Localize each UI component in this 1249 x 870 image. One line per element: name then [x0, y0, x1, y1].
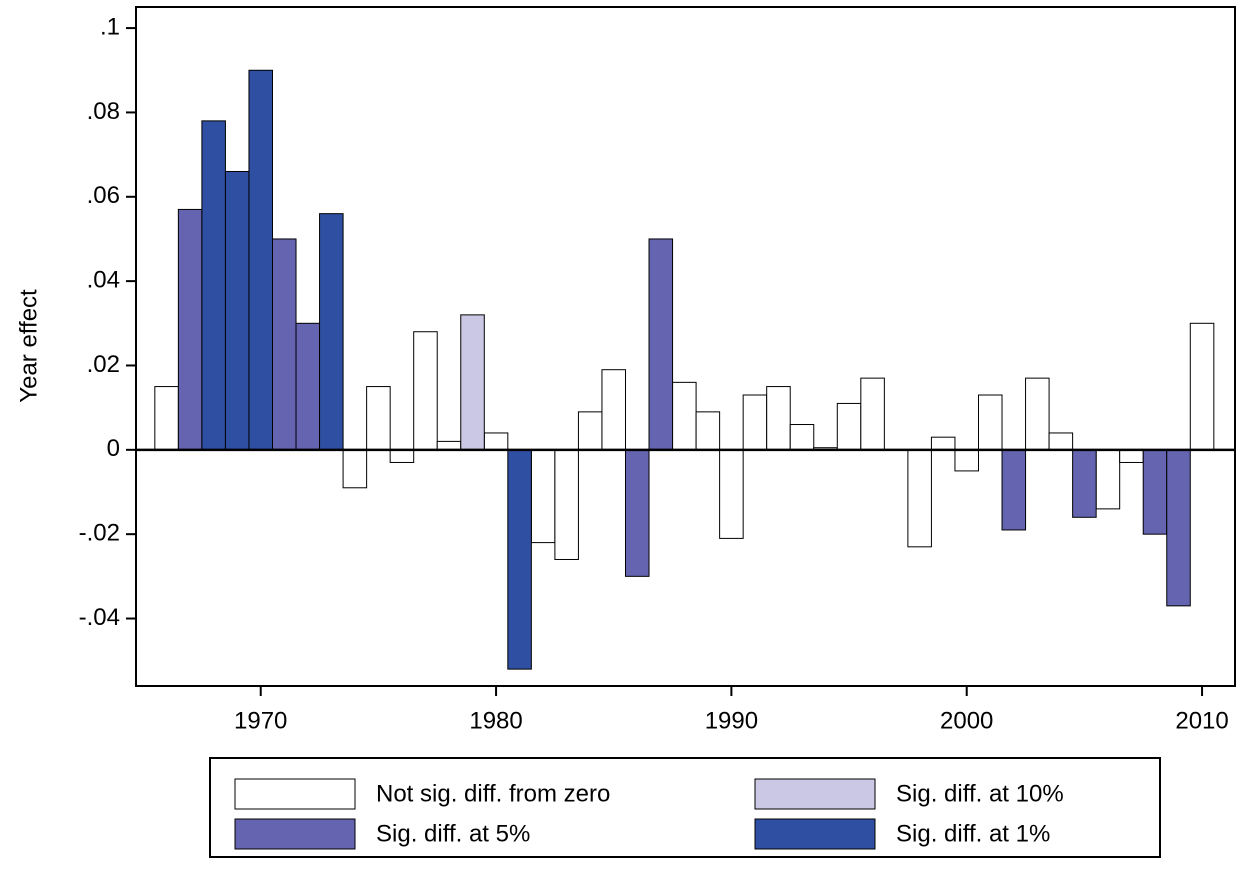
y-tick-label: -.02 [79, 520, 120, 547]
bar [977, 394, 1003, 451]
bar [719, 449, 744, 539]
bar [766, 386, 791, 451]
bar [319, 213, 344, 451]
y-tick-label: .02 [87, 351, 120, 378]
bar [1189, 322, 1215, 451]
bar [672, 381, 697, 451]
bar [248, 69, 273, 451]
bar [1001, 449, 1027, 531]
bar [460, 314, 485, 451]
y-tick-label: .08 [87, 98, 120, 125]
bar [483, 432, 509, 451]
x-tick-label: 2000 [940, 707, 993, 734]
bar [1025, 377, 1050, 451]
bar [742, 394, 768, 451]
legend-label: Sig. diff. at 5% [376, 820, 530, 847]
legend-swatch [754, 778, 876, 810]
x-tick-label: 1970 [234, 707, 287, 734]
bar [648, 238, 674, 451]
bar [389, 449, 415, 463]
bar [695, 411, 721, 451]
x-tick-label: 2010 [1175, 707, 1228, 734]
legend-swatch [234, 778, 356, 810]
bar [507, 449, 532, 670]
bar [624, 449, 650, 577]
y-axis-label: Year effect [15, 289, 42, 403]
bar [836, 402, 862, 451]
bar [530, 449, 556, 544]
bar [1142, 449, 1168, 535]
plot-frame [135, 6, 1236, 687]
bar [366, 386, 391, 451]
bar [1048, 432, 1074, 451]
bar [554, 449, 579, 560]
bar [271, 238, 297, 451]
bar [413, 331, 438, 451]
bar [1119, 449, 1144, 463]
y-tick-label: -.04 [79, 604, 120, 631]
bar [295, 322, 321, 451]
legend-swatch [754, 818, 876, 850]
bar [436, 440, 462, 451]
bar [954, 449, 979, 472]
legend-swatch [234, 818, 356, 850]
y-tick-label: 0 [107, 435, 120, 462]
bar [1166, 449, 1191, 607]
bar [601, 369, 626, 451]
y-tick-label: .06 [87, 182, 120, 209]
x-tick-label: 1990 [705, 707, 758, 734]
legend-label: Sig. diff. at 10% [896, 780, 1064, 807]
bar [342, 449, 368, 489]
legend-label: Sig. diff. at 1% [896, 820, 1050, 847]
y-tick-label: .1 [100, 13, 120, 40]
bar [201, 120, 226, 451]
bar [177, 208, 203, 451]
legend-box [209, 757, 1161, 858]
bar [224, 170, 250, 451]
bar [860, 377, 885, 451]
legend-label: Not sig. diff. from zero [376, 780, 610, 807]
y-tick-label: .04 [87, 266, 120, 293]
x-tick-label: 1980 [469, 707, 522, 734]
bar [1072, 449, 1097, 518]
bar [789, 424, 815, 451]
bar [1095, 449, 1121, 510]
bar [154, 386, 179, 451]
bar [907, 449, 932, 548]
bar [577, 411, 603, 451]
bar [930, 436, 956, 451]
